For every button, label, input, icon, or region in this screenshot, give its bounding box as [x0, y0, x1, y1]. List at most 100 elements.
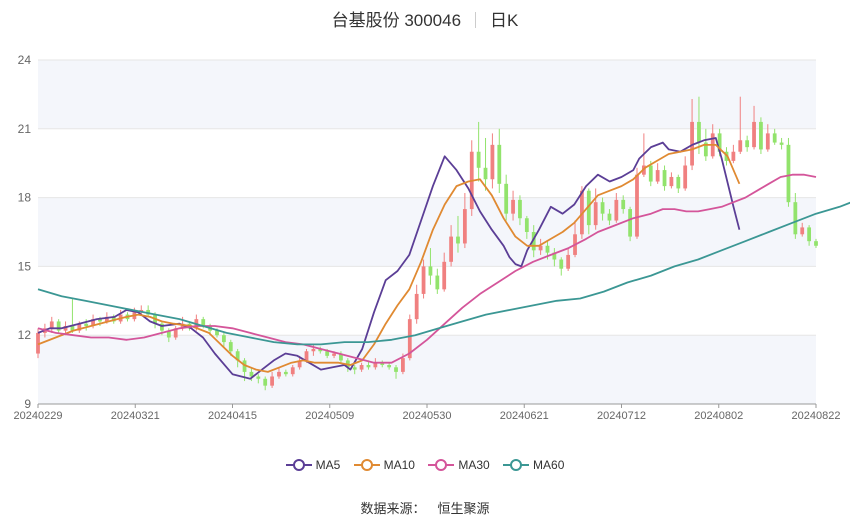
- candle: [352, 365, 357, 375]
- candle-body: [600, 202, 605, 214]
- candle: [518, 195, 522, 226]
- candle: [628, 206, 632, 242]
- candle-body: [669, 176, 674, 187]
- candle: [635, 167, 639, 239]
- candle: [745, 135, 750, 152]
- stock-name: 台基股份 300046: [331, 11, 462, 30]
- candle: [814, 238, 818, 249]
- candle: [607, 209, 612, 226]
- y-axis: 9 12 15 18 21 24: [18, 53, 32, 411]
- legend-item-ma30[interactable]: MA30: [428, 458, 490, 472]
- candle: [394, 365, 398, 379]
- candle: [586, 188, 591, 235]
- candle-body: [793, 202, 798, 235]
- plot-background: [38, 60, 816, 404]
- candle-body: [607, 213, 612, 221]
- candle-body: [703, 142, 708, 157]
- candle-body: [759, 121, 763, 150]
- candle-body: [738, 140, 743, 152]
- candle: [469, 140, 474, 216]
- candle-body: [648, 165, 653, 182]
- candle-body: [580, 190, 584, 235]
- legend-ma30-icon: [428, 459, 455, 471]
- candle-body: [359, 365, 364, 370]
- candle: [807, 225, 812, 246]
- candle: [566, 248, 571, 271]
- candle-body: [538, 245, 543, 251]
- y-tick-label: 12: [18, 328, 32, 342]
- candle: [676, 174, 681, 194]
- y-tick-label: 21: [18, 122, 32, 136]
- candle-body: [752, 121, 756, 148]
- x-tick-label: 20240415: [208, 410, 257, 422]
- candle-body: [407, 319, 412, 359]
- candle-body: [779, 142, 784, 145]
- candle: [490, 133, 495, 189]
- legend-item-ma60[interactable]: MA60: [503, 458, 564, 472]
- candle-body: [98, 319, 102, 322]
- candle-body: [70, 326, 75, 331]
- candle-body: [731, 151, 736, 161]
- candle-body: [401, 358, 405, 372]
- candle-body: [807, 227, 812, 242]
- legend-item-ma5[interactable]: MA5: [285, 458, 341, 472]
- candle: [318, 346, 323, 354]
- candle: [759, 117, 763, 155]
- candle: [669, 172, 674, 189]
- candle-body: [814, 241, 818, 246]
- candle-body: [800, 227, 805, 235]
- candle: [449, 225, 453, 267]
- legend-ma60-icon: [503, 459, 530, 471]
- candle-body: [325, 351, 330, 356]
- candle-body: [283, 371, 288, 375]
- period-label: 日K: [490, 11, 519, 30]
- candle-body: [421, 266, 426, 294]
- x-tick-label: 20240321: [111, 410, 160, 422]
- x-tick-label: 20240822: [792, 410, 841, 422]
- x-tick-label: 20240802: [694, 410, 743, 422]
- candle: [283, 369, 288, 377]
- candle: [270, 371, 274, 388]
- legend-label: MA30: [458, 458, 490, 472]
- candle: [710, 124, 715, 159]
- candle-body: [497, 144, 502, 184]
- candle-body: [166, 330, 171, 338]
- candle-body: [56, 321, 61, 331]
- plot-band: [38, 197, 816, 267]
- candle-body: [332, 353, 336, 356]
- candle-body: [277, 371, 281, 377]
- plot-band: [38, 335, 816, 404]
- legend-item-ma10[interactable]: MA10: [353, 458, 415, 472]
- candle-body: [91, 319, 95, 327]
- candle: [683, 156, 688, 191]
- candle: [476, 121, 481, 182]
- candle: [421, 259, 426, 299]
- candle-body: [717, 133, 722, 152]
- candle-body: [635, 174, 639, 237]
- candle: [70, 298, 75, 333]
- candle: [222, 332, 226, 347]
- candle-body: [621, 199, 626, 210]
- legend-label: MA5: [315, 458, 341, 472]
- candle: [235, 348, 240, 368]
- candle: [111, 314, 116, 324]
- candle: [277, 367, 281, 379]
- candle-body: [683, 165, 688, 189]
- candle-body: [373, 362, 378, 368]
- candle-body: [235, 351, 240, 361]
- candle-body: [201, 319, 206, 327]
- candle: [435, 268, 440, 294]
- plot-band: [38, 60, 816, 129]
- candle: [497, 128, 502, 194]
- candle-body: [566, 254, 571, 269]
- candle-body: [394, 367, 398, 372]
- x-tick-label: 20240530: [403, 410, 452, 422]
- candle: [600, 197, 605, 221]
- candle-body: [483, 167, 488, 180]
- candle-body: [304, 351, 309, 361]
- candle: [621, 195, 626, 214]
- candle: [49, 316, 54, 333]
- legend-ma10-icon: [353, 459, 380, 471]
- candle-body: [531, 232, 536, 251]
